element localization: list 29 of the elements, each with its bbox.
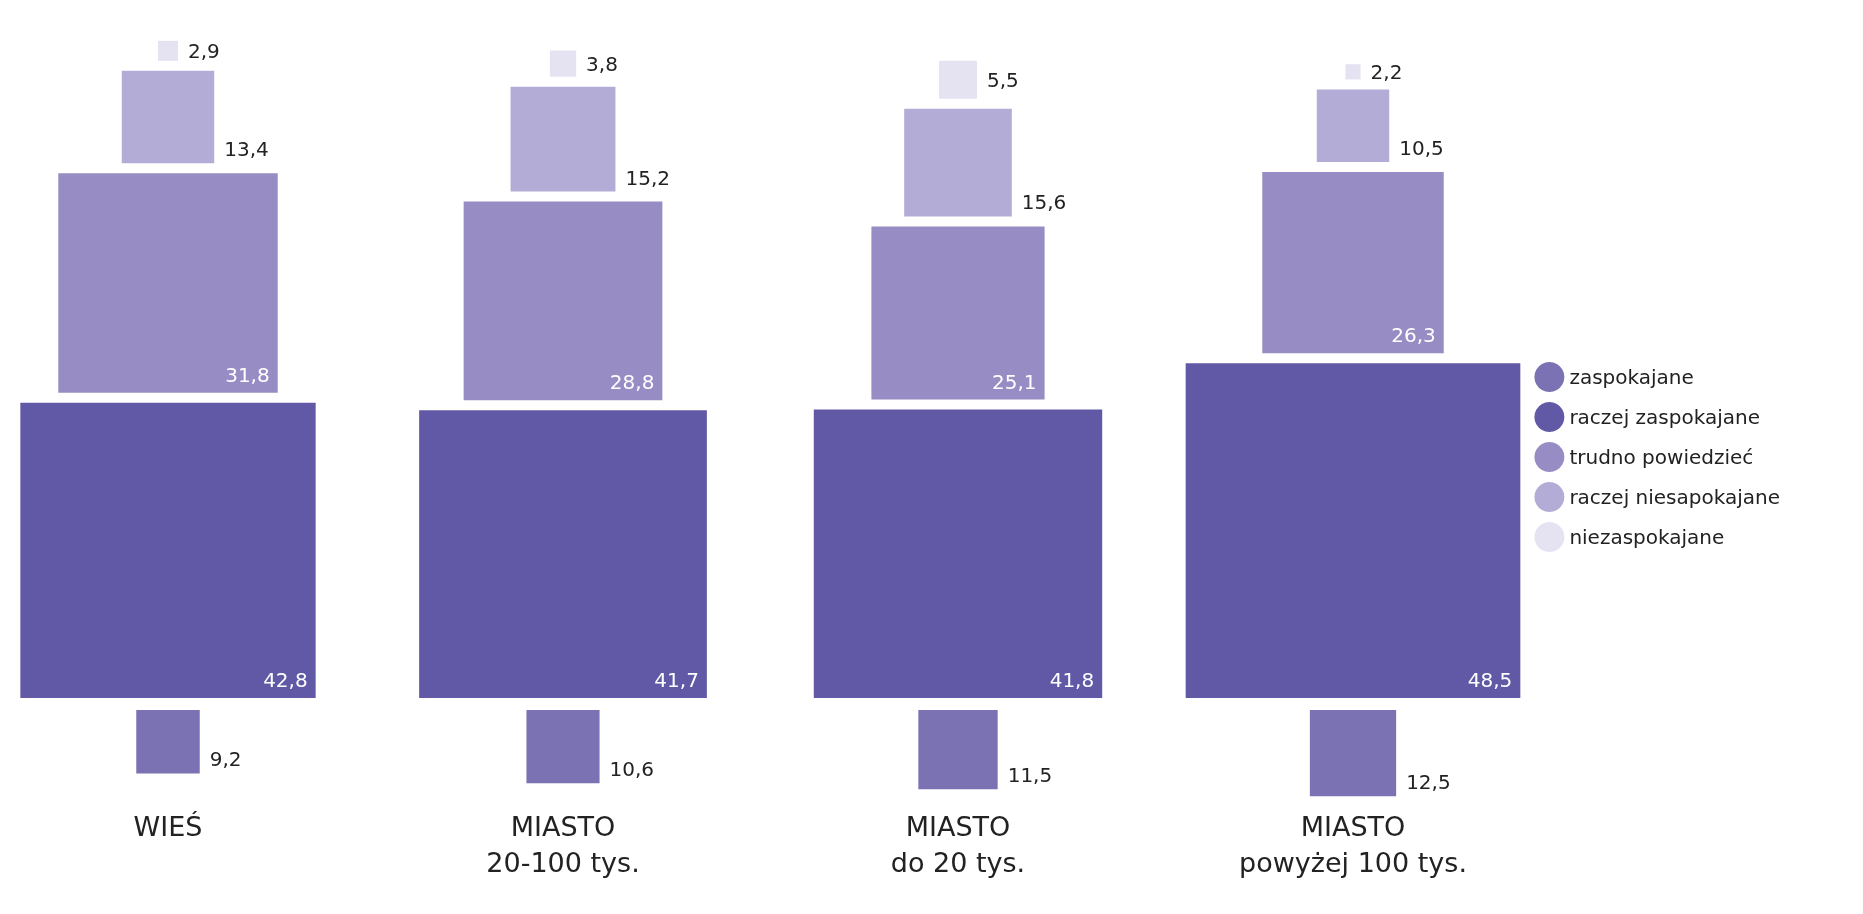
data-label: 25,1 <box>992 369 1037 394</box>
data-label: 15,2 <box>625 165 670 190</box>
data-label: 26,3 <box>1391 323 1436 348</box>
legend-label: raczej niesapokajane <box>1569 485 1781 509</box>
legend-label: zaspokajane <box>1569 365 1694 389</box>
category-label: MIASTO 20-100 tys. <box>486 810 640 878</box>
legend-label: trudno powiedzieć <box>1569 445 1754 469</box>
legend-label: raczej zaspokajane <box>1569 405 1760 429</box>
data-label: 15,6 <box>1021 190 1067 215</box>
category-label: MIASTO do 20 tys. <box>890 810 1026 878</box>
data-label: 28,8 <box>609 370 655 395</box>
data-label: 31,8 <box>225 362 270 387</box>
data-label: 10,5 <box>1399 135 1444 160</box>
data-label: 10,6 <box>609 757 655 782</box>
legend-label: niezaspokajane <box>1569 525 1725 549</box>
category-label: MIASTO powyżej 100 tys. <box>1239 810 1467 878</box>
data-label: 3,8 <box>586 51 618 76</box>
data-label: 5,5 <box>986 67 1019 92</box>
category-label: WIEŚ <box>133 810 203 842</box>
data-label: 41,8 <box>1049 668 1095 692</box>
data-label: 13,4 <box>224 137 269 162</box>
data-label: 12,5 <box>1406 770 1451 795</box>
data-label: 41,7 <box>654 668 699 692</box>
data-label: 9,2 <box>209 747 242 772</box>
data-label: 48,5 <box>1467 668 1513 692</box>
data-label: 2,9 <box>188 38 220 63</box>
data-label: 2,2 <box>1370 59 1403 84</box>
data-label: 11,5 <box>1007 763 1053 788</box>
data-label: 42,8 <box>263 668 308 692</box>
